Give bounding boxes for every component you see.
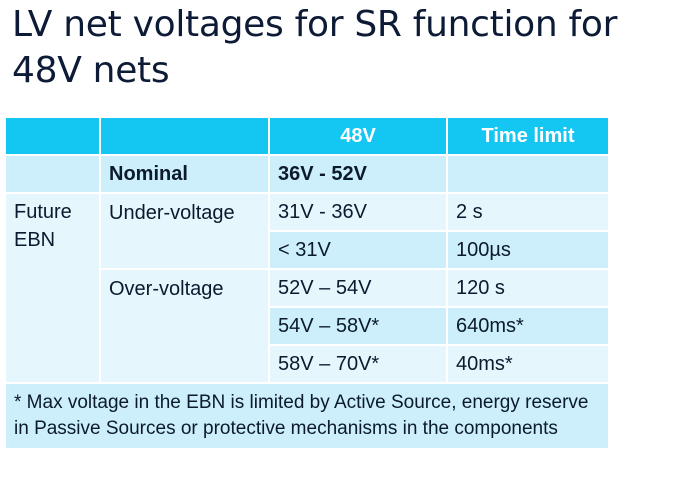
header-cell-condition [99,116,270,156]
over-time-1: 120 s [446,268,610,308]
under-time-1: 2 s [446,192,610,232]
over-range-2: 54V – 58V* [268,306,448,346]
under-range-2: < 31V [268,230,448,270]
header-cell-group [4,116,101,156]
over-time-2: 640ms* [446,306,610,346]
under-voltage-label: Under-voltage [99,192,270,270]
header-cell-time-limit: Time limit [446,116,610,156]
future-ebn-text: Future EBN [14,201,72,251]
over-voltage-label: Over-voltage [99,268,270,384]
table-row-under-2: < 31V 100µs [5,230,610,270]
under-time-2: 100µs [446,230,610,270]
under-range-1: 31V - 36V [268,192,448,232]
over-range-3: 58V – 70V* [268,344,448,384]
table-header-row: 48V Time limit [4,116,610,156]
table-row-over-3: 58V – 70V* 40ms* [5,344,610,384]
over-range-1: 52V – 54V [268,268,448,308]
nominal-range: 36V - 52V [268,154,448,194]
voltage-table: 48V Time limit Nominal 36V - 52V Future … [4,116,610,450]
table-row-under-1: Future EBN Under-voltage 31V - 36V 2 s [4,192,610,384]
table-row-over-1: Over-voltage 52V – 54V 120 s [5,268,610,384]
slide-title: LV net voltages for SR function for 48V … [12,4,618,91]
table-row-footnote: * Max voltage in the EBN is limited by A… [4,382,610,450]
header-cell-48v: 48V [268,116,448,156]
future-ebn-label: Future EBN [4,192,101,384]
nominal-group-cell [4,154,101,194]
over-time-3: 40ms* [446,344,610,384]
nominal-label: Nominal [99,154,270,194]
footnote: * Max voltage in the EBN is limited by A… [4,382,610,450]
nominal-time [446,154,610,194]
table-row-nominal: Nominal 36V - 52V [4,154,610,194]
table-row-over-2: 54V – 58V* 640ms* [5,306,610,346]
